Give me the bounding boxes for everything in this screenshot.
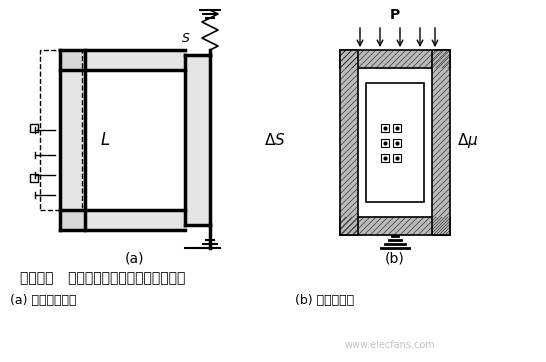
Bar xyxy=(30,174,38,182)
Polygon shape xyxy=(60,210,185,230)
Bar xyxy=(340,50,358,235)
Bar xyxy=(40,50,82,210)
Text: L: L xyxy=(100,131,110,149)
Bar xyxy=(393,153,401,161)
Text: (b) 变磁导率式: (b) 变磁导率式 xyxy=(295,294,354,307)
Text: (a): (a) xyxy=(125,251,145,265)
Text: $\Delta\mu$: $\Delta\mu$ xyxy=(457,130,479,150)
Polygon shape xyxy=(185,55,210,225)
Bar xyxy=(340,217,450,235)
Bar xyxy=(381,139,389,147)
Polygon shape xyxy=(60,50,85,230)
Bar xyxy=(340,50,450,68)
Bar xyxy=(381,123,389,131)
Text: S: S xyxy=(182,31,190,45)
Bar xyxy=(381,153,389,161)
Bar xyxy=(366,83,424,202)
Text: P: P xyxy=(390,8,400,22)
Text: www.elecfans.com: www.elecfans.com xyxy=(345,340,435,350)
Bar xyxy=(393,123,401,131)
Text: (a) 变气隙面积式: (a) 变气隙面积式 xyxy=(10,294,76,307)
Polygon shape xyxy=(60,50,185,70)
Text: (b): (b) xyxy=(385,251,405,265)
Bar xyxy=(30,124,38,132)
Text: $\Delta S$: $\Delta S$ xyxy=(264,132,286,148)
Bar xyxy=(432,50,450,235)
Text: 图６－２   变磁阻式电磁传感器的各种形式: 图６－２ 变磁阻式电磁传感器的各种形式 xyxy=(20,271,186,285)
Bar xyxy=(393,139,401,147)
